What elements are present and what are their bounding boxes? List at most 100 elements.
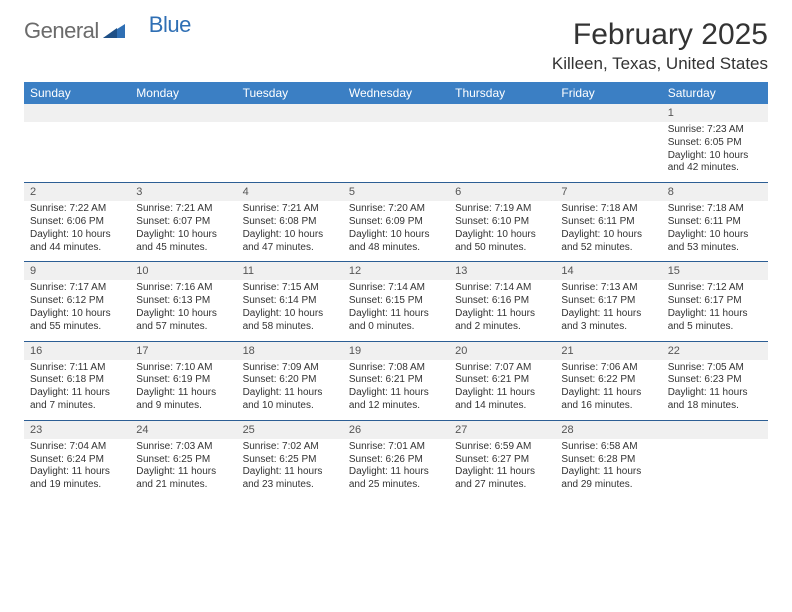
month-title: February 2025: [552, 18, 768, 52]
day-number-cell: 28: [555, 420, 661, 439]
day-number-cell: 27: [449, 420, 555, 439]
day-number-row: 2345678: [24, 183, 768, 202]
day-content-line: Daylight: 10 hours: [30, 229, 124, 242]
title-block: February 2025 Killeen, Texas, United Sta…: [552, 18, 768, 74]
day-number-cell: 25: [237, 420, 343, 439]
day-content-line: Sunset: 6:18 PM: [30, 374, 124, 387]
day-content-line: Sunset: 6:09 PM: [349, 216, 443, 229]
day-content-line: Daylight: 10 hours: [561, 229, 655, 242]
day-content-line: Sunset: 6:24 PM: [30, 454, 124, 467]
day-header-cell: Wednesday: [343, 82, 449, 104]
day-content-line: and 14 minutes.: [455, 400, 549, 413]
day-content-cell: [555, 122, 661, 183]
day-content-line: and 29 minutes.: [561, 479, 655, 492]
day-number-cell: 7: [555, 183, 661, 202]
day-number-cell: [662, 420, 768, 439]
day-content-line: and 12 minutes.: [349, 400, 443, 413]
day-number-cell: [555, 104, 661, 122]
day-content-cell: Sunrise: 6:59 AMSunset: 6:27 PMDaylight:…: [449, 439, 555, 499]
calendar-table: SundayMondayTuesdayWednesdayThursdayFrid…: [24, 82, 768, 499]
day-content-line: Sunset: 6:11 PM: [668, 216, 762, 229]
day-content-line: and 10 minutes.: [243, 400, 337, 413]
day-content-line: Sunset: 6:25 PM: [136, 454, 230, 467]
day-content-line: Daylight: 10 hours: [243, 229, 337, 242]
day-number-cell: 24: [130, 420, 236, 439]
day-number-cell: 21: [555, 341, 661, 360]
day-number-cell: 17: [130, 341, 236, 360]
day-content-line: Sunrise: 7:02 AM: [243, 441, 337, 454]
day-content-cell: [662, 439, 768, 499]
day-number-cell: 18: [237, 341, 343, 360]
day-content-line: Daylight: 10 hours: [668, 229, 762, 242]
day-content-line: Sunrise: 7:22 AM: [30, 203, 124, 216]
day-number-row: 232425262728: [24, 420, 768, 439]
day-content-line: Daylight: 10 hours: [136, 229, 230, 242]
day-content-line: Daylight: 11 hours: [30, 466, 124, 479]
day-content-cell: Sunrise: 7:15 AMSunset: 6:14 PMDaylight:…: [237, 280, 343, 341]
day-content-line: Sunrise: 7:17 AM: [30, 282, 124, 295]
day-content-line: Sunset: 6:06 PM: [30, 216, 124, 229]
day-content-line: Sunset: 6:05 PM: [668, 137, 762, 150]
day-content-line: Sunset: 6:12 PM: [30, 295, 124, 308]
day-content-line: Sunset: 6:21 PM: [349, 374, 443, 387]
day-number-cell: 22: [662, 341, 768, 360]
day-content-line: Sunrise: 7:06 AM: [561, 362, 655, 375]
day-content-line: Daylight: 11 hours: [243, 466, 337, 479]
day-content-line: Sunset: 6:25 PM: [243, 454, 337, 467]
day-content-line: and 21 minutes.: [136, 479, 230, 492]
day-content-line: Daylight: 11 hours: [349, 466, 443, 479]
day-number-cell: 1: [662, 104, 768, 122]
day-number-cell: 19: [343, 341, 449, 360]
day-content-line: Sunrise: 7:10 AM: [136, 362, 230, 375]
day-number-cell: 6: [449, 183, 555, 202]
day-number-cell: 11: [237, 262, 343, 281]
day-header-cell: Thursday: [449, 82, 555, 104]
day-content-line: Daylight: 11 hours: [668, 387, 762, 400]
day-content-line: Sunrise: 7:13 AM: [561, 282, 655, 295]
day-content-line: Sunset: 6:21 PM: [455, 374, 549, 387]
day-content-line: and 9 minutes.: [136, 400, 230, 413]
day-number-row: 16171819202122: [24, 341, 768, 360]
day-content-line: and 57 minutes.: [136, 321, 230, 334]
day-header-cell: Sunday: [24, 82, 130, 104]
day-content-line: Sunrise: 7:08 AM: [349, 362, 443, 375]
day-content-cell: Sunrise: 7:21 AMSunset: 6:08 PMDaylight:…: [237, 201, 343, 262]
day-content-line: Daylight: 10 hours: [349, 229, 443, 242]
day-content-row: Sunrise: 7:17 AMSunset: 6:12 PMDaylight:…: [24, 280, 768, 341]
day-content-cell: Sunrise: 7:16 AMSunset: 6:13 PMDaylight:…: [130, 280, 236, 341]
day-content-line: and 19 minutes.: [30, 479, 124, 492]
day-content-cell: Sunrise: 7:19 AMSunset: 6:10 PMDaylight:…: [449, 201, 555, 262]
day-content-line: Sunrise: 7:03 AM: [136, 441, 230, 454]
day-content-line: Daylight: 10 hours: [30, 308, 124, 321]
day-content-row: Sunrise: 7:04 AMSunset: 6:24 PMDaylight:…: [24, 439, 768, 499]
day-content-line: and 25 minutes.: [349, 479, 443, 492]
day-content-cell: Sunrise: 7:18 AMSunset: 6:11 PMDaylight:…: [662, 201, 768, 262]
day-content-line: Sunset: 6:11 PM: [561, 216, 655, 229]
day-number-cell: 3: [130, 183, 236, 202]
logo-triangle-icon: [103, 22, 125, 41]
day-number-cell: 5: [343, 183, 449, 202]
day-content-cell: Sunrise: 7:14 AMSunset: 6:15 PMDaylight:…: [343, 280, 449, 341]
day-content-line: and 5 minutes.: [668, 321, 762, 334]
day-content-line: Sunrise: 7:05 AM: [668, 362, 762, 375]
day-content-line: Sunset: 6:19 PM: [136, 374, 230, 387]
day-content-line: Sunrise: 7:07 AM: [455, 362, 549, 375]
day-header-cell: Tuesday: [237, 82, 343, 104]
day-content-line: Sunrise: 7:23 AM: [668, 124, 762, 137]
day-content-line: Daylight: 11 hours: [243, 387, 337, 400]
day-content-line: Daylight: 11 hours: [561, 308, 655, 321]
day-content-line: Sunset: 6:22 PM: [561, 374, 655, 387]
day-content-line: and 50 minutes.: [455, 242, 549, 255]
day-content-line: Sunrise: 7:01 AM: [349, 441, 443, 454]
day-content-cell: Sunrise: 7:03 AMSunset: 6:25 PMDaylight:…: [130, 439, 236, 499]
day-content-line: and 18 minutes.: [668, 400, 762, 413]
day-content-line: Sunset: 6:27 PM: [455, 454, 549, 467]
day-number-cell: 12: [343, 262, 449, 281]
day-content-row: Sunrise: 7:23 AMSunset: 6:05 PMDaylight:…: [24, 122, 768, 183]
day-content-line: and 7 minutes.: [30, 400, 124, 413]
day-number-cell: 16: [24, 341, 130, 360]
day-content-line: Daylight: 10 hours: [455, 229, 549, 242]
day-number-cell: 10: [130, 262, 236, 281]
day-number-cell: [449, 104, 555, 122]
day-content-cell: Sunrise: 7:04 AMSunset: 6:24 PMDaylight:…: [24, 439, 130, 499]
